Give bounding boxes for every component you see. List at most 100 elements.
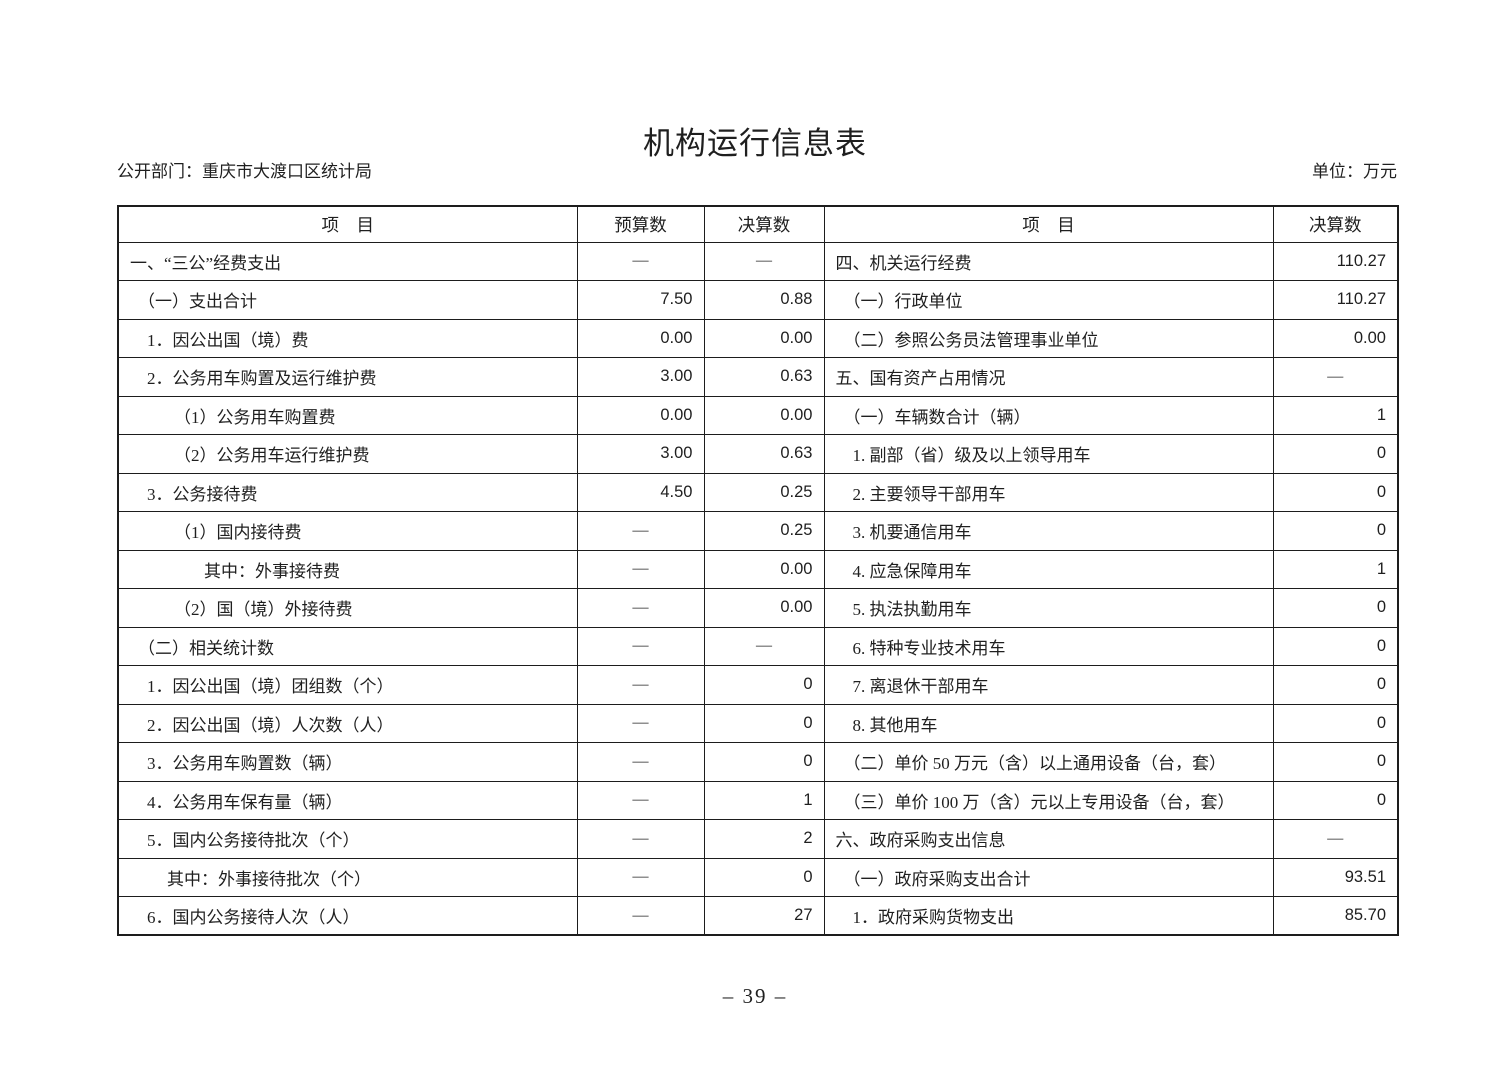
final-value-right: — [1272,819,1399,859]
budget-value: — [576,665,705,705]
final-value-right: 110.27 [1272,280,1399,320]
item-label-right: 2. 主要领导干部用车 [823,472,1274,512]
item-label-left: （2）国（境）外接待费 [117,588,578,628]
table-row: 一、“三公”经费支出 — — 四、机关运行经费 110.27 [117,241,1399,281]
budget-value: 3.00 [576,434,705,474]
item-label-left: （1）国内接待费 [117,511,578,551]
budget-value: 0.00 [576,318,705,358]
table-row: 3．公务接待费 4.50 0.25 2. 主要领导干部用车 0 [117,472,1399,512]
final-value-left: — [703,626,825,666]
budget-value: — [576,511,705,551]
budget-value: 7.50 [576,280,705,320]
final-value-left: — [703,241,825,281]
final-value-left: 0 [703,742,825,782]
table-row: （一）支出合计 7.50 0.88 （一）行政单位 110.27 [117,280,1399,320]
budget-value: — [576,549,705,589]
department-label: 公开部门：重庆市大渡口区统计局 [117,162,372,181]
item-label-left: 3．公务接待费 [117,472,578,512]
item-label-left: 其中：外事接待批次（个） [117,857,578,897]
item-label-left: （一）支出合计 [117,280,578,320]
item-label-right: （一）政府采购支出合计 [823,857,1274,897]
table-row: 4．公务用车保有量（辆） —1 （三）单价 100 万（含）元以上专用设备（台，套）… [117,780,1399,820]
table-row: （1）国内接待费 —0.25 3. 机要通信用车 0 [117,511,1399,551]
budget-value: — [576,896,705,936]
final-value-left: 2 [703,819,825,859]
table-row: 5．国内公务接待批次（个） —2 六、政府采购支出信息 — [117,819,1399,859]
item-label-left: 3．公务用车购置数（辆） [117,742,578,782]
final-value-left: 0 [703,665,825,705]
budget-value: — [576,819,705,859]
final-value-right: 85.70 [1272,896,1399,936]
item-label-left: 5．国内公务接待批次（个） [117,819,578,859]
final-value-right: 0 [1272,780,1399,820]
final-value-left: 0 [703,703,825,743]
final-value-right: — [1272,357,1399,397]
table-row: （二）相关统计数 — —6. 特种专业技术用车 0 [117,626,1399,666]
item-label-left: 1．因公出国（境）团组数（个） [117,665,578,705]
item-label-right: 7. 离退休干部用车 [823,665,1274,705]
table-row: 1．因公出国（境）团组数（个） —0 7. 离退休干部用车 0 [117,665,1399,705]
budget-value: — [576,742,705,782]
final-value-left: 0.63 [703,357,825,397]
item-label-right: 6. 特种专业技术用车 [823,626,1274,666]
final-value-right: 0 [1272,472,1399,512]
final-value-right: 0 [1272,434,1399,474]
table-row: 其中：外事接待费 —0.00 4. 应急保障用车 1 [117,549,1399,589]
item-label-right: 四、机关运行经费 [823,241,1274,281]
budget-value: 3.00 [576,357,705,397]
budget-value: — [576,857,705,897]
table-row: 2．公务用车购置及运行维护费 3.00 0.63 五、国有资产占用情况 — [117,357,1399,397]
budget-value: 0.00 [576,395,705,435]
item-label-left: 2．因公出国（境）人次数（人） [117,703,578,743]
final-value-left: 0.00 [703,395,825,435]
budget-value: — [576,588,705,628]
table-row: 1．因公出国（境）费 0.00 0.00 （二）参照公务员法管理事业单位 0.00 [117,318,1399,358]
page-number: – 39 – [722,984,788,1008]
table-row: （2）公务用车运行维护费 3.00 0.63 1. 副部（省）级及以上领导用车 0 [117,434,1399,474]
item-label-right: （二）单价 50 万元（含）以上通用设备（台，套） [823,742,1274,782]
item-label-left: （1）公务用车购置费 [117,395,578,435]
item-label-left: 一、“三公”经费支出 [117,241,578,281]
final-value-left: 0.00 [703,588,825,628]
item-label-left: （2）公务用车运行维护费 [117,434,578,474]
header-final-left: 决算数 [703,205,825,243]
budget-value: — [576,703,705,743]
header-item-left: 项 目 [117,205,578,243]
table-row: 3．公务用车购置数（辆） —0 （二）单价 50 万元（含）以上通用设备（台，套） 0 [117,742,1399,782]
final-value-right: 93.51 [1272,857,1399,897]
item-label-left: 1．因公出国（境）费 [117,318,578,358]
final-value-left: 0 [703,857,825,897]
header-item-right: 项 目 [823,205,1274,243]
unit-label: 单位：万元 [1312,162,1397,181]
table-header-row: 项 目 预算数 决算数 项 目 决算数 [117,205,1399,243]
final-value-right: 1 [1272,549,1399,589]
final-value-left: 0.88 [703,280,825,320]
final-value-right: 1 [1272,395,1399,435]
final-value-left: 0.63 [703,434,825,474]
item-label-right: 5. 执法执勤用车 [823,588,1274,628]
final-value-left: 27 [703,896,825,936]
final-value-left: 1 [703,780,825,820]
budget-value: — [576,626,705,666]
meta-row: 公开部门：重庆市大渡口区统计局 单位：万元 [117,157,1397,182]
final-value-right: 0 [1272,703,1399,743]
budget-value: — [576,780,705,820]
final-value-left: 0.00 [703,549,825,589]
final-value-left: 0.25 [703,511,825,551]
table-row: （2）国（境）外接待费 —0.00 5. 执法执勤用车 0 [117,588,1399,628]
item-label-right: 1．政府采购货物支出 [823,896,1274,936]
final-value-right: 0.00 [1272,318,1399,358]
item-label-left: 其中：外事接待费 [117,549,578,589]
item-label-right: 六、政府采购支出信息 [823,819,1274,859]
final-value-left: 0.25 [703,472,825,512]
item-label-right: （一）车辆数合计（辆） [823,395,1274,435]
header-final-right: 决算数 [1272,205,1399,243]
item-label-right: 8. 其他用车 [823,703,1274,743]
item-label-left: 4．公务用车保有量（辆） [117,780,578,820]
item-label-right: （三）单价 100 万（含）元以上专用设备（台，套） [823,780,1274,820]
item-label-right: 1. 副部（省）级及以上领导用车 [823,434,1274,474]
table-row: 2．因公出国（境）人次数（人） —0 8. 其他用车 0 [117,703,1399,743]
budget-value: 4.50 [576,472,705,512]
institution-operation-table: 项 目 预算数 决算数 项 目 决算数 一、“三公”经费支出 — — 四、机关运行经费… [117,205,1399,936]
